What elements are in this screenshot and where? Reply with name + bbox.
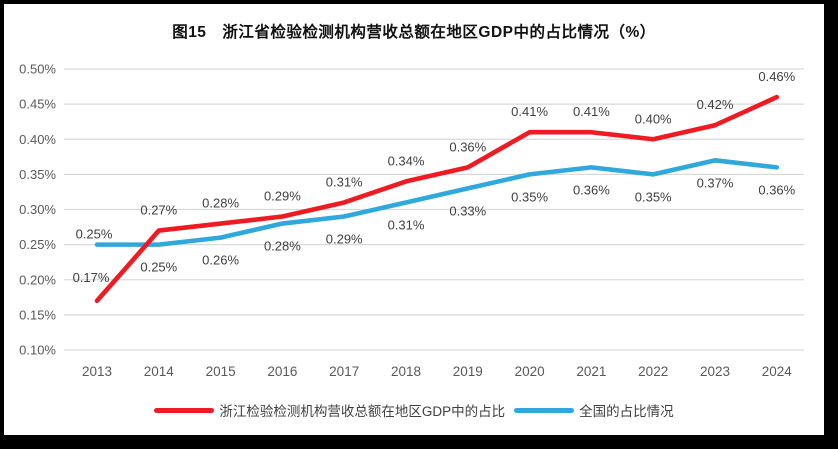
data-label-series-0: 0.29% xyxy=(264,189,301,204)
y-tick-label: 0.10% xyxy=(19,343,56,358)
series-line-0 xyxy=(94,94,780,304)
x-tick-label: 2017 xyxy=(329,364,359,379)
data-label-series-1: 0.25% xyxy=(76,227,113,242)
legend-item-0: 浙江检验检测机构营收总额在地区GDP中的占比 xyxy=(154,400,505,420)
plot-area: 0.50% 0.45% 0.40% 0.35% 0.30% 0.25% 0.20% 0.15%… xyxy=(19,62,804,379)
data-label-series-1: 0.35% xyxy=(635,189,672,204)
x-tick-label: 2013 xyxy=(82,364,112,379)
data-label-series-0: 0.31% xyxy=(326,174,363,189)
x-tick-label: 2018 xyxy=(391,364,421,379)
y-tick-label: 0.40% xyxy=(19,132,56,147)
y-tick-label: 0.35% xyxy=(19,167,56,182)
data-label-series-1: 0.35% xyxy=(511,189,548,204)
legend-item-1: 全国的占比情况 xyxy=(514,400,674,420)
data-label-series-1: 0.37% xyxy=(697,175,734,190)
legend-label: 浙江检验检测机构营收总额在地区GDP中的占比 xyxy=(219,404,506,419)
y-tick-label: 0.45% xyxy=(19,97,56,112)
x-tick-label: 2014 xyxy=(144,364,175,379)
x-tick-label: 2023 xyxy=(700,364,730,379)
legend: 浙江检验检测机构营收总额在地区GDP中的占比 全国的占比情况 xyxy=(4,386,824,434)
data-label-series-1: 0.26% xyxy=(202,253,239,268)
data-label-series-1: 0.31% xyxy=(388,217,425,232)
data-label-series-0: 0.34% xyxy=(388,153,425,168)
data-label-series-0: 0.40% xyxy=(635,111,672,126)
x-tick-label: 2019 xyxy=(453,364,483,379)
data-label-series-1: 0.36% xyxy=(758,182,795,197)
y-tick-label: 0.25% xyxy=(19,237,56,252)
series-line-1 xyxy=(94,158,780,247)
data-label-series-0: 0.36% xyxy=(449,139,486,154)
x-tick-label: 2020 xyxy=(515,364,545,379)
data-label-series-0: 0.41% xyxy=(573,104,610,119)
x-tick-label: 2015 xyxy=(206,364,236,379)
data-label-series-0: 0.41% xyxy=(511,104,548,119)
chart-title: 图15 浙江省检验检测机构营收总额在地区GDP中的占比情况（%） xyxy=(172,24,656,41)
y-tick-label: 0.50% xyxy=(19,62,56,77)
x-tick-label: 2024 xyxy=(762,364,793,379)
data-label-series-1: 0.29% xyxy=(326,232,363,247)
x-tick-label: 2022 xyxy=(638,364,668,379)
y-tick-label: 0.15% xyxy=(19,307,56,322)
data-label-series-1: 0.33% xyxy=(449,203,486,218)
data-label-series-1: 0.25% xyxy=(140,260,177,275)
legend-line-swatch xyxy=(154,407,215,413)
data-label-series-0: 0.17% xyxy=(73,270,110,285)
data-label-series-0: 0.42% xyxy=(697,97,734,112)
data-label-series-1: 0.28% xyxy=(264,239,301,254)
legend-line-swatch xyxy=(514,407,575,413)
x-tick-label: 2021 xyxy=(576,364,606,379)
y-tick-label: 0.20% xyxy=(19,272,56,287)
data-label-series-0: 0.46% xyxy=(758,69,795,84)
y-tick-label: 0.30% xyxy=(19,202,56,217)
data-label-series-0: 0.28% xyxy=(202,196,239,211)
data-label-series-1: 0.36% xyxy=(573,182,610,197)
data-label-series-0: 0.27% xyxy=(140,203,177,218)
legend-label: 全国的占比情况 xyxy=(579,404,674,419)
x-tick-label: 2016 xyxy=(267,364,297,379)
